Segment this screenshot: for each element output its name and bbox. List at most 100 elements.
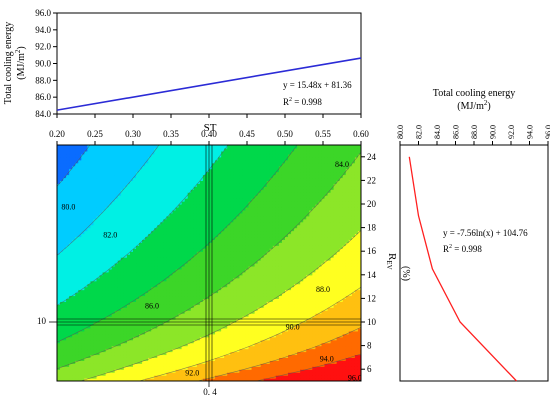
contour-cell xyxy=(193,189,198,193)
contour-cell xyxy=(111,339,116,344)
contour-cell xyxy=(205,212,210,217)
contour-cell xyxy=(184,153,189,158)
contour-cell xyxy=(154,159,158,164)
contour-cell xyxy=(224,292,228,297)
contour-cell xyxy=(193,342,198,347)
contour-cell xyxy=(163,245,168,249)
contour-cell xyxy=(102,248,107,252)
contour-cell xyxy=(145,209,149,214)
contour-cell xyxy=(81,212,85,217)
contour-cell xyxy=(184,327,189,332)
contour-cell xyxy=(202,260,207,264)
contour-cell xyxy=(87,310,92,314)
contour-cell xyxy=(193,263,198,267)
contour-cell xyxy=(84,242,88,246)
contour-cell xyxy=(75,348,79,353)
contour-cell xyxy=(221,369,225,373)
contour-cell xyxy=(160,189,164,193)
contour-cell xyxy=(209,171,213,176)
contour-cell xyxy=(123,212,128,217)
contour-cell xyxy=(166,254,171,258)
contour-cell xyxy=(105,156,110,161)
contour-cell xyxy=(181,209,186,214)
contour-cell xyxy=(75,283,79,288)
contour-cell xyxy=(239,348,244,353)
contour-cell xyxy=(60,156,64,161)
contour-cell xyxy=(202,257,207,261)
contour-cell xyxy=(108,239,113,243)
contour-cell xyxy=(57,369,61,373)
contour-cell xyxy=(175,162,180,167)
contour-cell xyxy=(117,153,122,158)
contour-cell xyxy=(166,150,171,155)
contour-cell xyxy=(90,319,95,323)
contour-cell xyxy=(120,239,125,243)
contour-cell xyxy=(93,348,98,353)
contour-cell xyxy=(84,159,88,164)
contour-cell xyxy=(142,209,146,214)
contour-cell xyxy=(239,248,244,252)
contour-cell xyxy=(60,263,64,267)
contour-cell xyxy=(60,345,64,350)
contour-cell xyxy=(117,230,122,235)
contour-cell xyxy=(66,257,70,261)
contour-cell xyxy=(151,230,155,235)
contour-cell xyxy=(187,177,192,181)
contour-cell xyxy=(172,274,177,279)
contour-cell xyxy=(239,242,244,246)
contour-cell xyxy=(126,162,131,167)
contour-cell xyxy=(209,295,213,299)
contour-cell xyxy=(154,168,158,173)
contour-cell xyxy=(93,342,98,347)
contour-cell xyxy=(102,227,107,232)
contour-cell xyxy=(178,236,183,240)
contour-cell xyxy=(212,333,216,338)
contour-cell xyxy=(224,348,228,353)
contour-cell xyxy=(60,198,64,202)
contour-cell xyxy=(87,307,92,311)
contour-cell xyxy=(215,277,219,282)
contour-cell xyxy=(63,156,67,161)
contour-cell xyxy=(111,298,116,302)
contour-cell xyxy=(108,322,113,326)
contour-cell xyxy=(108,339,113,344)
contour-cell xyxy=(102,333,107,338)
contour-cell xyxy=(157,239,161,243)
contour-cell xyxy=(157,215,161,220)
contour-cell xyxy=(63,360,67,364)
contour-cell xyxy=(120,236,125,240)
contour-cell xyxy=(90,324,95,329)
contour-cell xyxy=(209,168,213,173)
contour-cell xyxy=(129,254,134,258)
contour-cell xyxy=(57,360,61,364)
contour-cell xyxy=(166,242,171,246)
contour-cell xyxy=(105,212,110,217)
contour-cell xyxy=(205,274,210,279)
contour-cell xyxy=(117,242,122,246)
contour-cell xyxy=(108,248,113,252)
contour-cell xyxy=(209,224,213,229)
contour-cell xyxy=(90,245,95,249)
contour-cell xyxy=(69,201,73,205)
contour-cell xyxy=(148,345,152,350)
contour-cell xyxy=(133,218,137,223)
contour-cell xyxy=(215,159,219,164)
contour-cell xyxy=(120,212,125,217)
contour-cell xyxy=(227,366,231,370)
contour-cell xyxy=(126,301,131,305)
contour-cell xyxy=(230,206,234,211)
contour-cell xyxy=(139,301,143,305)
contour-cell xyxy=(205,363,210,367)
contour-cell xyxy=(90,206,95,211)
contour-cell xyxy=(154,351,158,356)
contour-cell xyxy=(148,192,152,196)
contour-cell xyxy=(184,227,189,232)
contour-cell xyxy=(105,345,110,350)
contour-cell xyxy=(166,289,171,294)
contour-cell xyxy=(66,254,70,258)
contour-cell xyxy=(187,201,192,205)
contour-cell xyxy=(102,268,107,273)
contour-cell xyxy=(69,177,73,181)
contour-cell xyxy=(96,230,101,235)
contour-cell xyxy=(69,345,73,350)
